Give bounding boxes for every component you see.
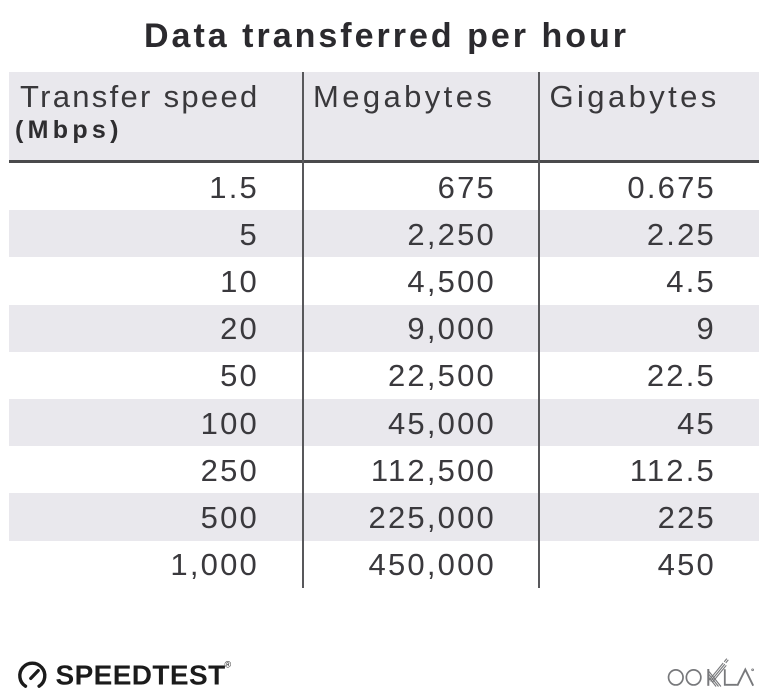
svg-text:SPEEDTEST: SPEEDTEST [56, 660, 226, 691]
svg-text:®: ® [225, 659, 232, 669]
